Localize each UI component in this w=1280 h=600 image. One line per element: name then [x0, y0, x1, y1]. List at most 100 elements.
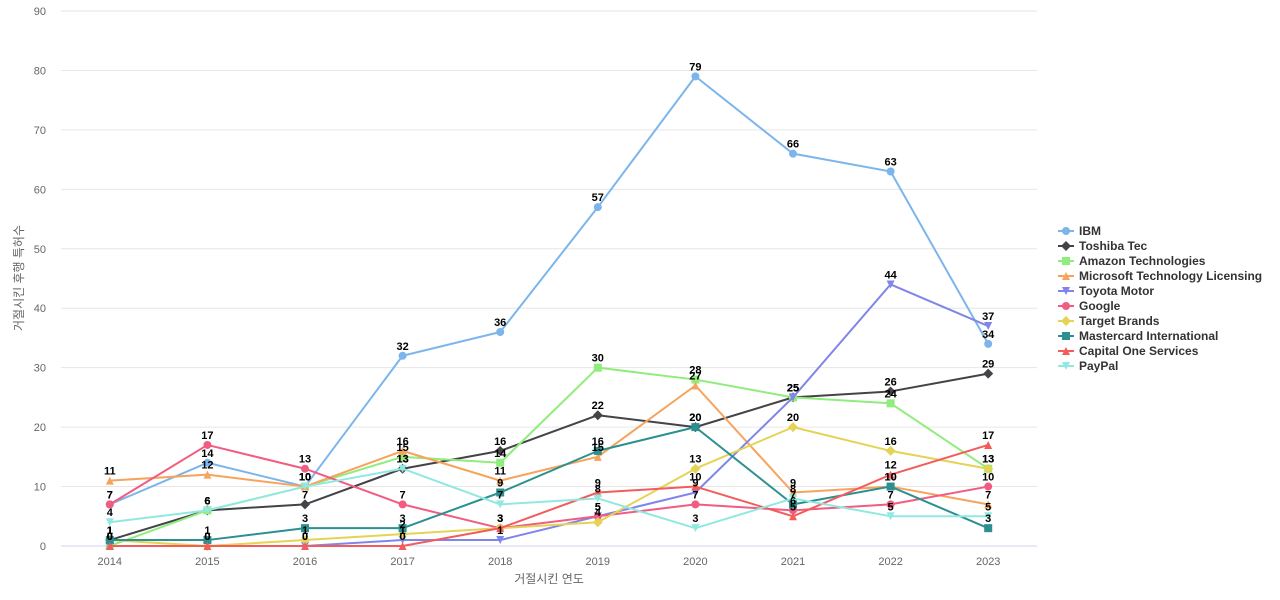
data-point — [105, 476, 114, 485]
data-label: 13 — [982, 454, 994, 466]
data-point — [496, 488, 505, 497]
data-label: 3 — [497, 513, 503, 525]
data-point — [886, 399, 895, 408]
data-point — [691, 423, 700, 432]
series-line — [109, 426, 989, 547]
legend-marker — [1062, 272, 1070, 280]
y-tick-label: 0 — [40, 541, 46, 553]
data-point — [203, 536, 212, 545]
data-label: 0 — [204, 531, 210, 543]
data-point — [691, 72, 700, 81]
data-label: 10 — [299, 472, 311, 484]
data-label: 28 — [689, 365, 701, 377]
data-label: 17 — [982, 430, 994, 442]
data-point — [886, 500, 895, 509]
data-point — [983, 463, 994, 474]
data-label: 24 — [884, 388, 897, 400]
data-label: 79 — [689, 61, 701, 73]
data-point — [203, 440, 212, 449]
data-label: 1 — [107, 525, 113, 537]
data-point — [496, 476, 505, 485]
legend-item[interactable]: Toshiba Tec — [1058, 239, 1148, 253]
data-label: 7 — [888, 489, 894, 501]
data-point — [203, 470, 212, 479]
legend-item[interactable]: Google — [1058, 299, 1121, 313]
data-label: 22 — [592, 400, 604, 412]
y-axis-title: 거절시킨 후행 특허수 — [11, 225, 26, 331]
legend-item[interactable]: Mastercard International — [1058, 329, 1218, 343]
data-label: 20 — [787, 412, 799, 424]
data-point — [593, 446, 602, 455]
data-point — [984, 322, 993, 331]
y-tick-label: 90 — [34, 6, 46, 18]
x-tick-label: 2020 — [683, 556, 707, 568]
data-label: 13 — [982, 454, 994, 466]
data-label: 7 — [985, 489, 991, 501]
data-label: 7 — [497, 489, 503, 501]
data-label: 7 — [107, 489, 113, 501]
data-label: 5 — [985, 501, 991, 513]
data-label: 7 — [302, 489, 308, 501]
legend-item[interactable]: Target Brands — [1058, 314, 1160, 328]
data-point — [789, 149, 797, 158]
data-point — [495, 445, 506, 456]
data-label: 3 — [497, 513, 503, 525]
data-point — [789, 393, 797, 402]
data-point — [788, 422, 798, 433]
legend-label: Mastercard International — [1079, 329, 1218, 343]
data-label: 20 — [689, 412, 701, 424]
data-point — [398, 452, 407, 461]
data-point — [105, 518, 114, 527]
data-point — [301, 524, 309, 533]
x-tick-label: 2017 — [390, 556, 414, 568]
data-point — [398, 351, 407, 360]
data-label: 6 — [204, 495, 210, 507]
legend-item[interactable]: Amazon Technologies — [1058, 254, 1206, 268]
data-label: 7 — [107, 489, 113, 501]
legend-marker — [1062, 302, 1070, 310]
data-point — [301, 482, 309, 491]
data-label: 16 — [396, 436, 408, 448]
data-label: 12 — [201, 460, 213, 472]
series-line — [109, 467, 989, 530]
data-label: 57 — [592, 192, 604, 204]
data-label: 3 — [985, 513, 991, 525]
legend-item[interactable]: Capital One Services — [1058, 344, 1199, 358]
data-point — [398, 524, 407, 533]
data-point — [496, 524, 505, 533]
data-point — [398, 464, 407, 473]
x-tick-label: 2021 — [781, 556, 805, 568]
data-point — [691, 482, 700, 491]
data-label: 10 — [982, 472, 994, 484]
data-point — [300, 499, 310, 510]
series-line — [109, 384, 989, 506]
legend-label: Target Brands — [1079, 314, 1160, 328]
series-line — [109, 372, 989, 542]
data-label: 3 — [302, 513, 308, 525]
legend-marker — [1062, 287, 1070, 295]
data-label: 29 — [982, 359, 994, 371]
legend-item[interactable]: IBM — [1058, 224, 1101, 238]
data-label: 16 — [884, 436, 896, 448]
data-point — [983, 368, 994, 379]
data-label: 13 — [396, 454, 408, 466]
data-point — [984, 440, 993, 449]
data-label: 3 — [497, 513, 503, 525]
data-point — [690, 463, 701, 474]
data-point — [691, 524, 700, 533]
legend-item[interactable]: Toyota Motor — [1058, 284, 1154, 298]
data-label: 3 — [400, 513, 406, 525]
legend-label: Capital One Services — [1079, 344, 1199, 358]
legend-item[interactable]: PayPal — [1058, 359, 1118, 373]
data-point — [593, 494, 602, 503]
data-point — [886, 512, 895, 521]
data-label: 20 — [689, 412, 701, 424]
x-tick-label: 2022 — [878, 556, 902, 568]
y-tick-label: 40 — [34, 303, 46, 315]
data-label: 10 — [299, 472, 311, 484]
data-label: 5 — [888, 501, 894, 513]
data-point — [789, 494, 797, 503]
legend-item[interactable]: Microsoft Technology Licensing — [1058, 269, 1262, 283]
data-point — [496, 500, 505, 509]
